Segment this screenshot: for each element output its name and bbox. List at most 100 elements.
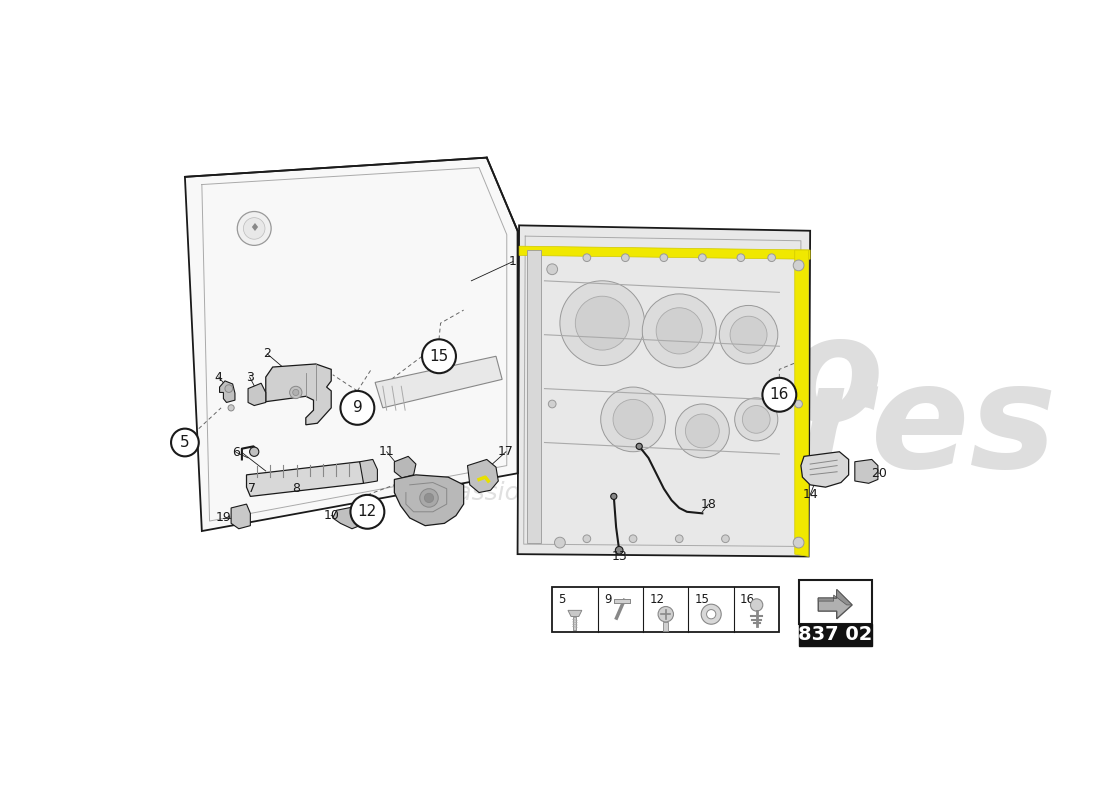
Polygon shape <box>395 475 464 526</box>
Circle shape <box>793 538 804 548</box>
Circle shape <box>735 398 778 441</box>
Circle shape <box>675 535 683 542</box>
Text: 1: 1 <box>509 255 517 268</box>
Polygon shape <box>568 610 582 617</box>
Polygon shape <box>801 452 849 487</box>
Polygon shape <box>246 462 363 496</box>
Text: 19: 19 <box>216 511 231 525</box>
Text: 17: 17 <box>498 446 514 458</box>
Text: 6: 6 <box>232 446 241 459</box>
Circle shape <box>554 538 565 548</box>
Circle shape <box>698 254 706 262</box>
Polygon shape <box>614 599 629 603</box>
Text: 16: 16 <box>770 387 789 402</box>
Text: 13: 13 <box>612 550 627 563</box>
Text: 8: 8 <box>292 482 300 495</box>
Polygon shape <box>855 459 878 483</box>
Circle shape <box>621 254 629 262</box>
Polygon shape <box>663 622 668 631</box>
Circle shape <box>243 218 265 239</box>
Circle shape <box>706 610 716 619</box>
Circle shape <box>420 489 438 507</box>
Circle shape <box>228 405 234 411</box>
Circle shape <box>636 443 642 450</box>
Circle shape <box>351 495 384 529</box>
Text: 5: 5 <box>559 594 565 606</box>
Text: 10: 10 <box>323 509 339 522</box>
Polygon shape <box>266 364 331 425</box>
Text: 16: 16 <box>740 594 755 606</box>
Text: euro: euro <box>510 310 884 451</box>
Circle shape <box>675 404 729 458</box>
Polygon shape <box>573 617 576 630</box>
Text: 12: 12 <box>358 504 377 519</box>
Text: a passion for...: a passion for... <box>418 481 601 505</box>
Text: 3: 3 <box>245 370 253 383</box>
Polygon shape <box>375 356 502 408</box>
Polygon shape <box>395 456 416 478</box>
Text: 5: 5 <box>180 435 189 450</box>
Circle shape <box>583 535 591 542</box>
Polygon shape <box>527 250 541 542</box>
Circle shape <box>685 414 719 448</box>
Polygon shape <box>468 459 498 493</box>
Circle shape <box>642 294 716 368</box>
Circle shape <box>793 260 804 270</box>
Circle shape <box>750 599 762 611</box>
Bar <box>799 579 871 624</box>
Circle shape <box>615 546 623 554</box>
Bar <box>552 587 779 632</box>
Circle shape <box>737 254 745 262</box>
Circle shape <box>660 254 668 262</box>
Circle shape <box>575 296 629 350</box>
Text: 15: 15 <box>695 594 710 606</box>
Circle shape <box>422 339 455 373</box>
Circle shape <box>250 447 258 456</box>
Circle shape <box>289 386 301 398</box>
Polygon shape <box>332 506 363 529</box>
Circle shape <box>610 494 617 499</box>
Polygon shape <box>249 383 266 406</box>
Text: 20: 20 <box>871 467 888 480</box>
Polygon shape <box>360 459 377 483</box>
Polygon shape <box>794 250 808 557</box>
Circle shape <box>226 385 233 393</box>
Text: 9: 9 <box>352 400 362 415</box>
Circle shape <box>719 306 778 364</box>
Polygon shape <box>220 381 235 402</box>
Circle shape <box>794 400 803 408</box>
Text: 2: 2 <box>263 347 272 361</box>
Text: 9: 9 <box>604 594 612 606</box>
Text: 837 02: 837 02 <box>798 626 872 645</box>
Polygon shape <box>818 590 852 619</box>
Text: ♦: ♦ <box>250 223 260 234</box>
Text: 14: 14 <box>802 488 818 502</box>
Text: 15: 15 <box>429 349 449 364</box>
Polygon shape <box>517 226 810 557</box>
Text: 7: 7 <box>248 482 256 495</box>
Circle shape <box>341 391 374 425</box>
Circle shape <box>583 254 591 262</box>
Circle shape <box>722 535 729 542</box>
Text: 11: 11 <box>378 446 395 458</box>
Polygon shape <box>519 246 810 259</box>
Circle shape <box>730 316 767 353</box>
Text: 4: 4 <box>214 370 222 383</box>
Polygon shape <box>231 504 251 529</box>
Circle shape <box>172 429 199 456</box>
Circle shape <box>293 390 299 395</box>
Circle shape <box>701 604 722 624</box>
Circle shape <box>658 606 673 622</box>
Circle shape <box>768 254 776 262</box>
Circle shape <box>425 494 433 502</box>
Circle shape <box>629 535 637 542</box>
Circle shape <box>656 308 703 354</box>
Polygon shape <box>185 158 517 531</box>
Circle shape <box>762 378 796 412</box>
Circle shape <box>548 400 557 408</box>
Text: 12: 12 <box>649 594 664 606</box>
Circle shape <box>547 264 558 274</box>
Circle shape <box>238 211 272 246</box>
Text: spares: spares <box>510 357 1057 498</box>
Circle shape <box>613 399 653 439</box>
